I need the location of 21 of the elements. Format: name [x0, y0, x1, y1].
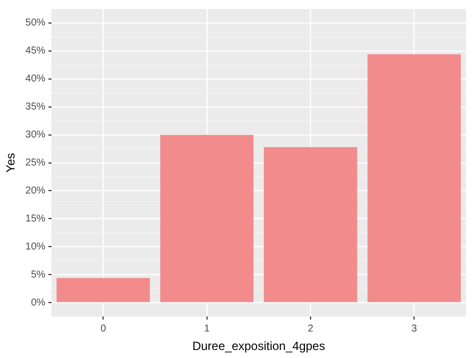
y-tick-label: 45% — [25, 46, 46, 57]
y-axis-title: Yes — [4, 153, 18, 173]
bar — [56, 278, 150, 302]
y-tick-label: 35% — [25, 102, 46, 113]
y-tick-label: 0% — [30, 297, 46, 308]
bar — [368, 54, 461, 302]
x-axis-title: Duree_exposition_4gpes — [192, 339, 326, 354]
y-tick-label: 40% — [25, 74, 46, 85]
x-tick-label: 0 — [100, 323, 106, 334]
y-tick-label: 20% — [25, 186, 46, 197]
y-tick-label: 50% — [25, 18, 46, 29]
y-tick-label: 5% — [30, 269, 46, 280]
y-tick-label: 30% — [25, 130, 46, 141]
y-tick-label: 25% — [25, 158, 46, 169]
x-tick-label: 1 — [204, 323, 210, 334]
x-tick-label: 3 — [411, 323, 418, 334]
bar — [160, 134, 254, 302]
bar — [264, 147, 358, 302]
y-tick-label: 10% — [25, 241, 46, 252]
x-tick-label: 2 — [308, 323, 314, 334]
y-tick-label: 15% — [25, 213, 46, 224]
